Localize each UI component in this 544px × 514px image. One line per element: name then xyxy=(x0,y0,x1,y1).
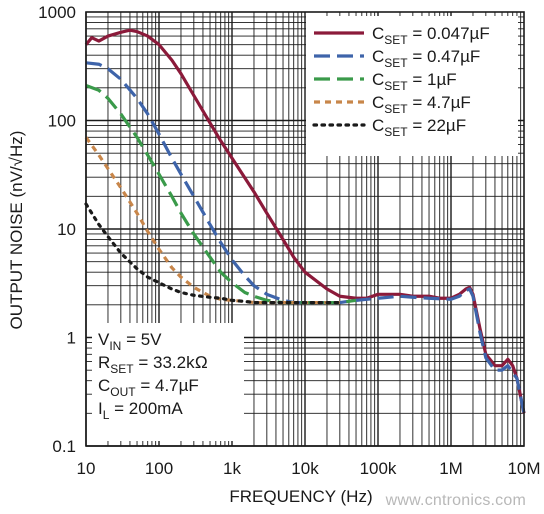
y-axis-label: OUTPUT NOISE (nV/√Hz) xyxy=(7,131,26,330)
x-tick-label: 1k xyxy=(223,459,241,478)
y-tick-label: 100 xyxy=(48,112,76,131)
x-tick-label: 1M xyxy=(439,459,463,478)
x-tick-label: 100 xyxy=(145,459,173,478)
x-tick-label: 100k xyxy=(360,459,397,478)
x-tick-label: 10 xyxy=(77,459,96,478)
y-tick-label: 0.1 xyxy=(52,437,76,456)
y-tick-label: 10 xyxy=(57,220,76,239)
x-tick-label: 10k xyxy=(291,459,319,478)
x-axis-label: FREQUENCY (Hz) xyxy=(229,487,372,506)
x-tick-label: 10M xyxy=(507,459,540,478)
watermark-text: www.cntronics.com xyxy=(386,492,526,510)
y-tick-label: 1000 xyxy=(38,3,76,22)
y-tick-label: 1 xyxy=(67,329,76,348)
